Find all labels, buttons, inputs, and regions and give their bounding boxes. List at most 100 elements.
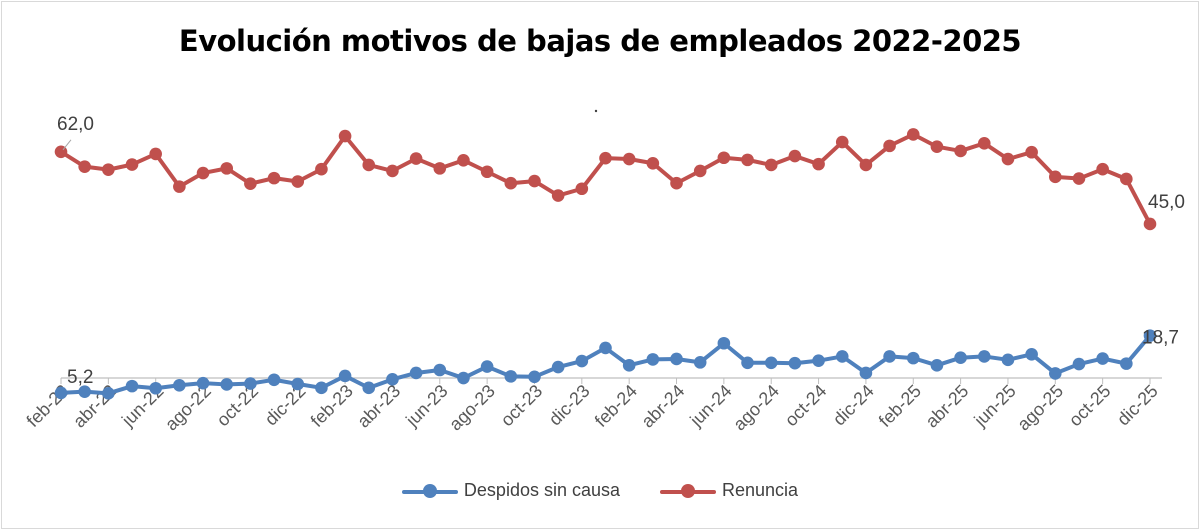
x-tick-label: oct-24	[781, 381, 831, 431]
data-label: 62,0	[57, 114, 94, 135]
data-point-renuncia	[362, 158, 376, 172]
data-point-renuncia	[433, 162, 447, 175]
data-point-despidos	[480, 360, 494, 373]
data-point-despidos	[551, 360, 565, 374]
x-tick-label: oct-25	[1065, 381, 1115, 431]
data-point-despidos	[291, 377, 305, 391]
data-point-despidos	[78, 385, 91, 398]
chart-title: Evolución motivos de bajas de empleados …	[178, 24, 1022, 58]
data-label: 45,0	[1148, 192, 1185, 213]
data-point-renuncia	[102, 163, 115, 176]
series-layer	[54, 128, 1157, 400]
data-label-leader	[62, 139, 72, 151]
data-point-renuncia	[859, 158, 873, 172]
data-point-renuncia	[504, 176, 518, 190]
data-point-renuncia	[764, 158, 778, 172]
data-point-despidos	[244, 377, 257, 390]
data-point-renuncia	[788, 149, 802, 163]
data-point-renuncia	[267, 171, 281, 185]
legend: Despidos sin causa Renuncia	[0, 480, 1200, 501]
data-point-despidos	[196, 376, 210, 390]
data-point-despidos	[504, 370, 518, 383]
data-point-despidos	[267, 373, 281, 387]
data-point-renuncia	[575, 182, 589, 196]
data-point-despidos	[622, 359, 636, 372]
x-tick-label: dic-24	[829, 381, 878, 430]
data-point-despidos	[812, 354, 825, 367]
x-tick-label: abr-24	[637, 381, 688, 432]
data-point-renuncia	[196, 166, 210, 180]
data-point-renuncia	[386, 164, 399, 178]
data-point-despidos	[670, 352, 683, 366]
data-point-renuncia	[291, 175, 305, 188]
data-point-despidos	[1143, 329, 1157, 342]
data-point-despidos	[102, 387, 115, 400]
data-label: 5,2	[67, 367, 93, 388]
data-point-despidos	[338, 369, 352, 383]
data-point-despidos	[1025, 347, 1038, 361]
data-point-renuncia	[693, 164, 707, 178]
data-point-despidos	[528, 370, 541, 384]
axis-layer: feb-22abr-22jun-22ago-22oct-22dic-22feb-…	[23, 377, 1162, 435]
data-point-despidos	[930, 359, 944, 372]
stray-dot	[594, 109, 598, 113]
data-label: 18,7	[1142, 328, 1179, 349]
data-point-renuncia	[812, 157, 825, 171]
data-point-renuncia	[741, 153, 754, 167]
data-point-renuncia	[1143, 217, 1157, 231]
data-point-despidos	[125, 379, 139, 393]
legend-label-despidos: Despidos sin causa	[463, 480, 621, 500]
data-point-despidos	[788, 356, 802, 370]
data-point-despidos	[575, 354, 589, 368]
data-point-renuncia	[220, 162, 234, 175]
data-point-renuncia	[149, 147, 162, 161]
data-point-renuncia	[1096, 162, 1109, 176]
legend-item-despidos: Despidos sin causa	[401, 480, 621, 501]
x-tick-label: feb-22	[23, 381, 73, 431]
data-point-despidos	[1049, 367, 1062, 380]
data-point-renuncia	[930, 140, 944, 154]
data-point-renuncia	[646, 156, 660, 170]
x-tick-label: feb-24	[591, 381, 641, 431]
data-point-despidos	[409, 366, 423, 380]
data-point-despidos	[693, 356, 707, 369]
data-point-despidos	[220, 378, 234, 391]
legend-label-renuncia: Renuncia	[722, 480, 799, 500]
x-tick-label: feb-25	[875, 381, 925, 431]
data-point-despidos	[906, 351, 920, 365]
data-point-renuncia	[1049, 170, 1062, 184]
x-tick-label: ago-25	[1013, 381, 1067, 435]
data-point-renuncia	[338, 129, 352, 143]
data-point-despidos	[883, 350, 896, 363]
data-point-renuncia	[528, 174, 541, 188]
x-tick-label: oct-23	[497, 381, 547, 431]
data-point-renuncia	[1072, 172, 1086, 185]
x-tick-label: jun-24	[685, 381, 735, 431]
data-point-despidos	[717, 336, 731, 350]
label-layer: 62,0 45,0 5,2 18,7	[57, 109, 1185, 388]
x-tick-label: jun-25	[970, 381, 1020, 431]
x-tick-label: ago-24	[729, 381, 783, 435]
data-point-despidos	[764, 356, 778, 370]
data-point-renuncia	[906, 128, 920, 141]
data-point-despidos	[457, 371, 470, 385]
data-point-renuncia	[717, 151, 731, 165]
x-tick-label: dic-23	[545, 381, 594, 430]
data-point-renuncia	[883, 139, 896, 153]
data-point-despidos	[1072, 357, 1086, 371]
data-point-despidos	[646, 353, 660, 366]
data-point-renuncia	[1120, 172, 1133, 186]
x-tick-label: abr-23	[353, 381, 404, 432]
legend-item-renuncia: Renuncia	[660, 480, 798, 501]
data-point-despidos	[362, 381, 376, 395]
data-point-despidos	[433, 363, 447, 377]
data-point-renuncia	[977, 137, 991, 150]
x-tick-label: abr-22	[69, 381, 120, 432]
data-point-despidos	[149, 381, 162, 395]
data-point-despidos	[977, 350, 991, 363]
data-point-despidos	[386, 373, 399, 386]
data-point-renuncia	[599, 151, 612, 165]
x-tick-label: jun-23	[401, 381, 451, 431]
